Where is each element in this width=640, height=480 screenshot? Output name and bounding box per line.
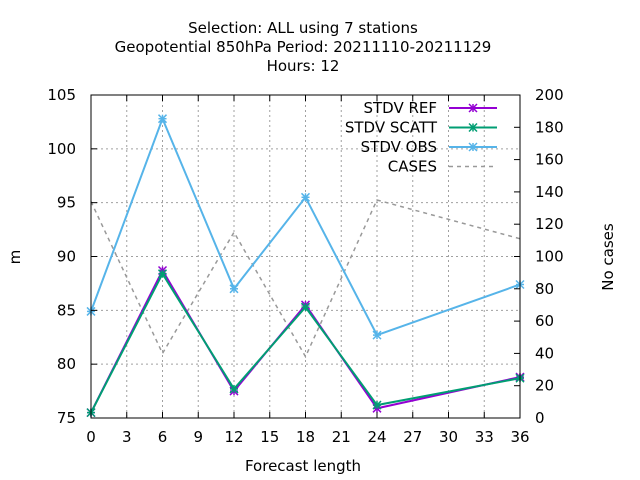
x-tick-label: 18: [296, 428, 315, 446]
data-point-stdv-scatt: [300, 302, 311, 312]
x-tick-label: 6: [158, 428, 168, 446]
title-line-1: Selection: ALL using 7 stations: [188, 19, 418, 37]
x-tick-label: 27: [403, 428, 422, 446]
x-tick-label: 33: [475, 428, 494, 446]
x-tick-label: 30: [439, 428, 458, 446]
legend-label: STDV SCATT: [345, 119, 438, 137]
y2-tick-label: 140: [535, 183, 564, 201]
y-tick-label: 75: [57, 409, 76, 427]
series-line-stdv-obs: [90, 115, 521, 337]
data-point-stdv-obs: [157, 114, 168, 124]
legend-item: STDV SCATT: [345, 119, 497, 137]
y-tick-label: 100: [47, 140, 76, 158]
legend-marker: [468, 103, 478, 113]
y-tick-label: 80: [57, 355, 76, 373]
x-tick-label: 3: [122, 428, 132, 446]
y2-tick-label: 40: [535, 344, 554, 362]
data-point-stdv-scatt: [229, 384, 239, 394]
grid: [91, 95, 520, 418]
legend-marker: [468, 122, 478, 133]
y2-tick-label: 60: [535, 312, 554, 330]
series-stdv-scatt: [86, 269, 525, 418]
title: Selection: ALL using 7 stations Geopoten…: [115, 19, 492, 75]
y-axis-left: 75 80 85 90 95 100 105: [47, 86, 97, 427]
title-line-3: Hours: 12: [267, 57, 340, 75]
x-tick-label: 12: [224, 428, 243, 446]
y-tick-label: 90: [57, 248, 76, 266]
legend-item: CASES: [388, 158, 497, 176]
data-point-stdv-scatt: [157, 269, 168, 279]
legend-item: STDV OBS: [361, 138, 497, 156]
y2-axis-label: No cases: [599, 223, 617, 291]
series-line-stdv-scatt: [90, 271, 521, 414]
y2-tick-label: 100: [535, 248, 564, 266]
data-point-stdv-scatt: [372, 400, 382, 410]
y2-tick-label: 20: [535, 377, 554, 395]
y-axis-right: 0 20 40 60 80 100 120 140 160 180 200: [514, 86, 564, 427]
data-point-stdv-obs: [300, 192, 311, 202]
legend-label: STDV OBS: [361, 138, 437, 156]
y-tick-label: 85: [57, 301, 76, 319]
y2-tick-label: 120: [535, 215, 564, 233]
series-layer: [86, 114, 525, 418]
x-axis: 0 3 6 9 12 15 18 21 24 27 30 33 36: [86, 95, 530, 446]
y2-tick-label: 200: [535, 86, 564, 104]
y-axis-label: m: [6, 250, 24, 265]
series-line-cases: [90, 199, 521, 359]
x-tick-label: 9: [193, 428, 203, 446]
x-tick-label: 21: [332, 428, 351, 446]
y2-tick-label: 180: [535, 118, 564, 136]
y2-tick-label: 160: [535, 151, 564, 169]
legend-marker: [468, 142, 478, 152]
series-cases: [90, 199, 521, 359]
y-tick-label: 95: [57, 194, 76, 212]
x-tick-label: 36: [510, 428, 529, 446]
x-tick-label: 24: [367, 428, 386, 446]
x-tick-label: 15: [260, 428, 279, 446]
y2-tick-label: 80: [535, 280, 554, 298]
x-axis-label: Forecast length: [245, 457, 361, 475]
y-tick-label: 105: [47, 86, 76, 104]
x-tick-label: 0: [86, 428, 96, 446]
legend-item: STDV REF: [363, 99, 497, 117]
y2-tick-label: 0: [535, 409, 545, 427]
legend-label: CASES: [388, 158, 437, 176]
title-line-2: Geopotential 850hPa Period: 20211110-202…: [115, 38, 492, 56]
data-point-stdv-obs: [229, 284, 239, 294]
legend-label: STDV REF: [363, 99, 437, 117]
data-point-stdv-obs: [372, 330, 382, 340]
